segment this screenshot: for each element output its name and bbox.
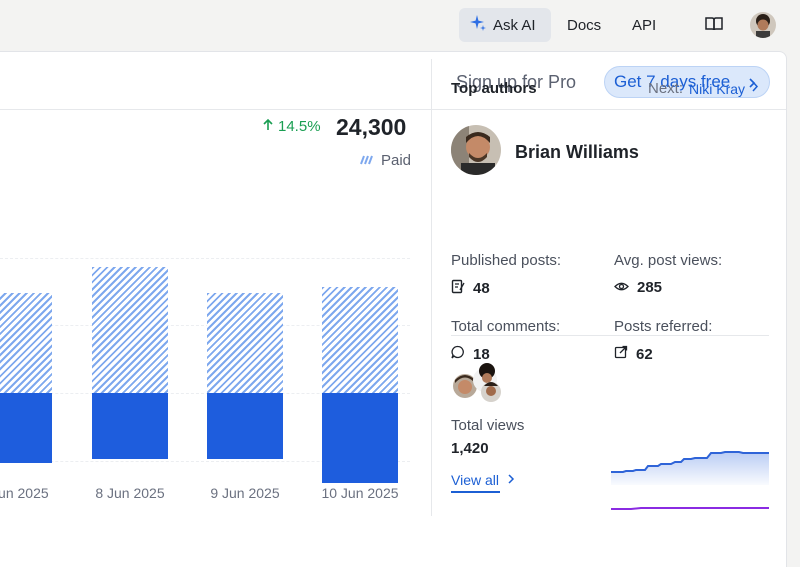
comment-icon xyxy=(451,345,465,363)
total-comments-label: Total comments: xyxy=(451,318,561,335)
stat-value: 62 xyxy=(636,345,653,363)
published-posts-label: Published posts: xyxy=(451,252,562,269)
book-open-icon[interactable] xyxy=(705,16,723,37)
docs-link[interactable]: Docs xyxy=(567,17,602,34)
chevron-right-icon xyxy=(751,80,759,97)
avg-views-label: Avg. post views: xyxy=(614,252,723,269)
eye-icon xyxy=(614,279,629,296)
grid-line xyxy=(0,461,410,462)
top-navigation: Ask AI Docs API xyxy=(0,0,800,50)
bar-segment-solid xyxy=(207,393,283,459)
avg-views-value: 285 xyxy=(614,279,662,296)
bar-segment-solid xyxy=(322,393,398,483)
bar-segment-hatched xyxy=(322,287,398,393)
chevron-right-icon xyxy=(507,472,515,488)
x-tick-label: 8 Jun 2025 xyxy=(95,485,165,501)
posts-referred-value: 62 xyxy=(614,345,653,363)
next-author-name[interactable]: Niki Kray xyxy=(689,80,746,97)
chart-bar[interactable] xyxy=(0,293,52,463)
posts-referred-label: Posts referred: xyxy=(614,318,713,335)
author-avatar xyxy=(451,125,501,175)
bar-segment-hatched xyxy=(207,293,283,393)
pro-banner-text: Sign up for Pro xyxy=(456,72,577,92)
stat-value: 18 xyxy=(473,345,490,363)
hatch-swatch-icon xyxy=(360,152,375,169)
next-author[interactable]: Next: Niki Kray xyxy=(648,80,759,97)
next-label: Next: xyxy=(648,80,684,97)
chart-legend: Paid xyxy=(360,152,411,169)
legend-label: Paid xyxy=(381,152,412,169)
trend-value: 14.5% xyxy=(278,118,321,135)
panel-divider xyxy=(431,59,432,516)
bar-segment-hatched xyxy=(92,267,168,393)
chart-bar[interactable] xyxy=(92,267,168,459)
author-name: Brian Williams xyxy=(515,142,639,162)
link-underline xyxy=(451,491,500,493)
total-value: 24,300 xyxy=(336,114,407,140)
view-all-link[interactable]: View all xyxy=(451,472,515,493)
x-tick-label: 9 Jun 2025 xyxy=(210,485,280,501)
view-all-label: View all xyxy=(451,472,499,488)
x-tick-label: 10 Jun 2025 xyxy=(321,485,399,501)
published-posts-value: 48 xyxy=(451,279,490,298)
chart-bar[interactable] xyxy=(322,287,398,483)
total-comments-value: 18 xyxy=(451,345,490,363)
api-link[interactable]: API xyxy=(632,17,657,34)
divider xyxy=(451,335,769,336)
free-trial-label: Get 7 days free xyxy=(614,72,731,91)
grid-line xyxy=(0,325,410,326)
ask-ai-button[interactable]: Ask AI xyxy=(459,8,551,42)
free-trial-button[interactable]: Get 7 days free xyxy=(604,66,770,98)
bar-segment-hatched xyxy=(0,293,52,393)
arrow-up-icon xyxy=(262,118,274,135)
trend-indicator: 14.5% xyxy=(262,118,321,135)
chart-bar[interactable] xyxy=(207,293,283,459)
stat-value: 48 xyxy=(473,280,490,297)
stat-value: 285 xyxy=(637,279,663,296)
ask-ai-label: Ask AI xyxy=(493,16,536,34)
total-views-value: 1,420 xyxy=(451,440,489,457)
sparkle-icon xyxy=(470,14,486,36)
x-tick-label: 7 Jun 2025 xyxy=(0,485,49,501)
bar-segment-solid xyxy=(0,393,52,463)
external-link-icon xyxy=(614,345,628,363)
panel-title: Top authors xyxy=(451,80,537,97)
avatar[interactable] xyxy=(750,12,776,38)
viewer-avatars xyxy=(451,356,503,402)
total-views-sparkline xyxy=(611,395,771,520)
bar-segment-solid xyxy=(92,393,168,459)
total-views-label: Total views xyxy=(451,417,525,434)
grid-line xyxy=(0,258,410,259)
pro-banner: Sign up for Pro Get 7 days free xyxy=(0,52,786,110)
edit-note-icon xyxy=(451,279,465,298)
grid-line xyxy=(0,393,410,394)
